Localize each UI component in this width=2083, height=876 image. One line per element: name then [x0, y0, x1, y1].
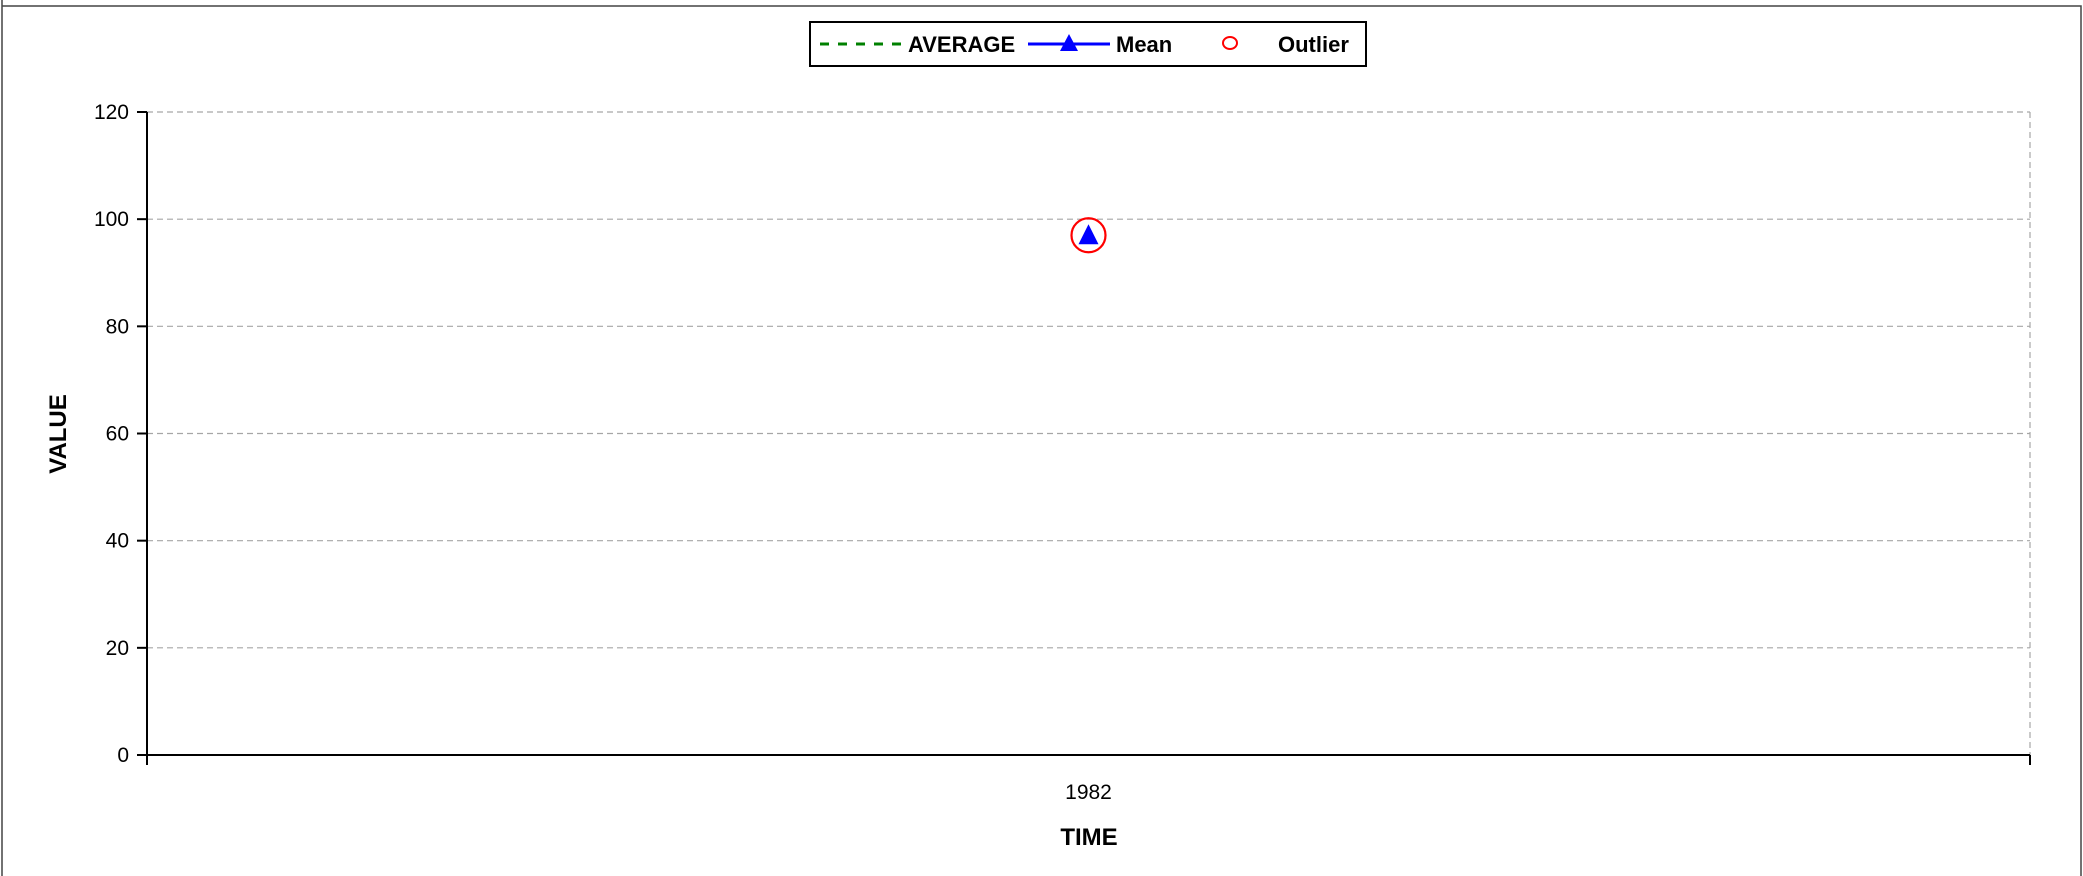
- legend-label-average: AVERAGE: [908, 32, 1015, 57]
- y-tick-label: 60: [106, 423, 129, 446]
- y-axis-title: VALUE: [45, 394, 72, 474]
- mean-point: [1078, 224, 1099, 245]
- legend-outlier-circle-icon: [1222, 36, 1238, 50]
- y-tick-label: 0: [117, 744, 129, 767]
- legend: AVERAGE Mean Outlier: [809, 21, 1367, 67]
- outlier-point: [1070, 217, 1107, 254]
- x-axis-ticks: 1982: [146, 755, 2031, 804]
- y-tick-label: 120: [94, 101, 129, 124]
- x-axis-title: TIME: [1060, 824, 1117, 851]
- gridlines: [147, 111, 2031, 755]
- x-tick-label: 1982: [1065, 781, 1112, 804]
- legend-label-outlier: Outlier: [1278, 32, 1349, 57]
- data-marks: [1070, 217, 1107, 254]
- y-tick-label: 80: [106, 315, 129, 338]
- y-tick-label: 40: [106, 530, 129, 553]
- y-axis-ticks: 0 20 40 60 80 100 120: [94, 101, 147, 767]
- y-tick-label: 100: [94, 208, 129, 231]
- legend-label-mean: Mean: [1116, 32, 1172, 57]
- legend-mean-triangle-icon: [1060, 34, 1078, 51]
- y-tick-label: 20: [106, 637, 129, 660]
